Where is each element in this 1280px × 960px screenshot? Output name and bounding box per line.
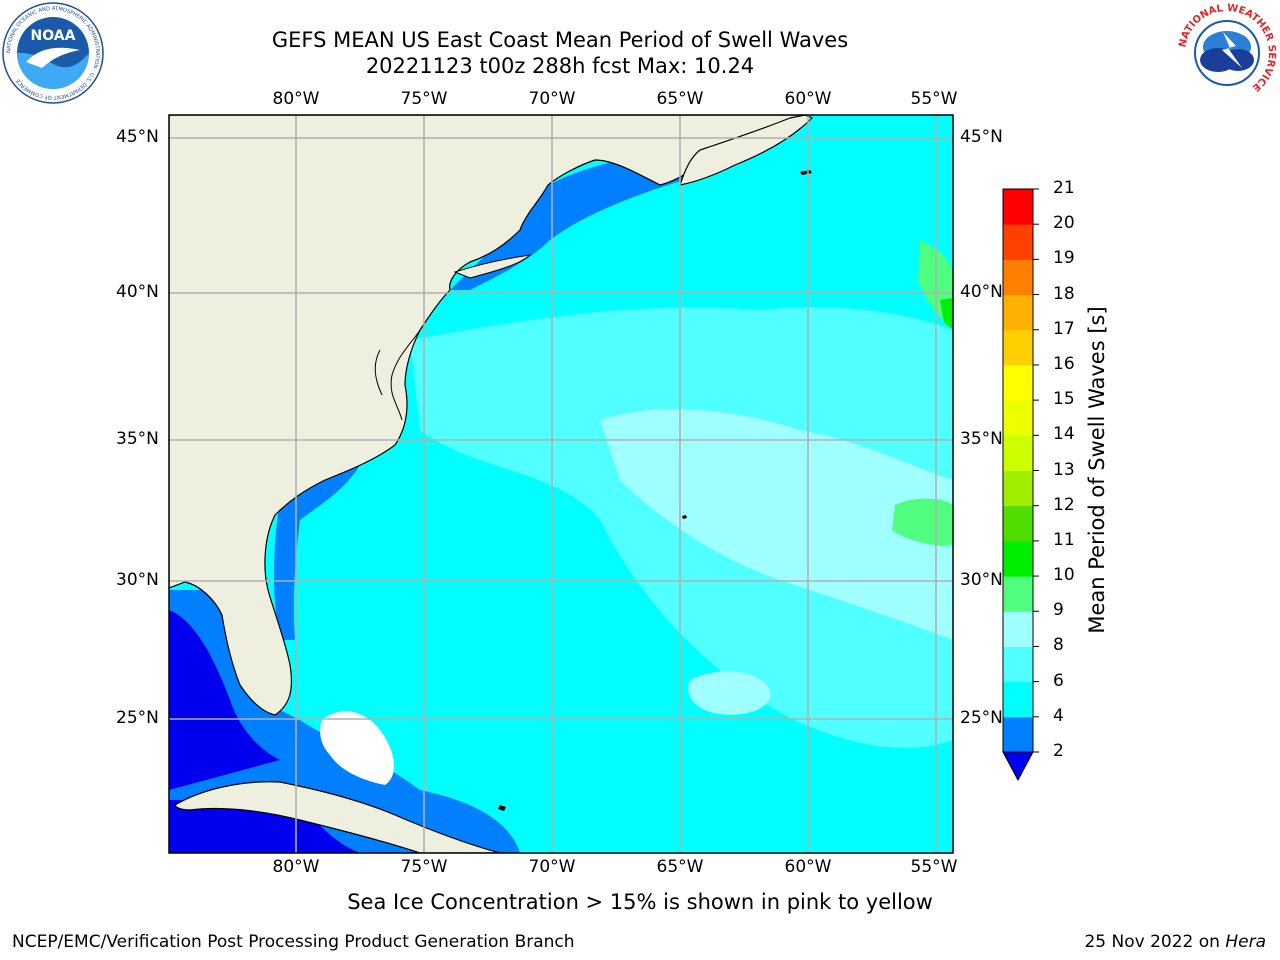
- footer-credit: NCEP/EMC/Verification Post Processing Pr…: [12, 932, 575, 952]
- lat-label-left: 25°N: [116, 708, 159, 728]
- lon-label-bottom: 75°W: [400, 857, 448, 877]
- colorbar-extend-triangle: [1002, 751, 1034, 782]
- colorbar-label: Mean Period of Swell Waves [s]: [1085, 306, 1109, 634]
- colorbar-tick-label: 6: [1053, 670, 1064, 691]
- lon-label-top: 80°W: [272, 89, 320, 109]
- lat-label-right: 30°N: [960, 570, 1003, 590]
- colorbar-band: [1003, 716, 1033, 753]
- colorbar-tick-label: 18: [1053, 283, 1075, 304]
- colorbar-band: [1003, 294, 1033, 331]
- land-north-america: [169, 115, 807, 716]
- colorbar-band: [1003, 540, 1033, 577]
- lat-label-left: 35°N: [116, 429, 159, 449]
- colorbar-tick-label: 13: [1053, 459, 1075, 480]
- colorbar-band: [1003, 576, 1033, 612]
- land-nova-scotia: [679, 115, 814, 186]
- colorbar-band: [1003, 646, 1033, 683]
- lon-label-top: 75°W: [400, 89, 448, 109]
- lat-label-left: 30°N: [116, 570, 159, 590]
- bahamas-banks: [320, 711, 395, 785]
- colorbar-band: [1003, 364, 1033, 401]
- lon-label-bottom: 70°W: [528, 857, 576, 877]
- sea-ice-note: Sea Ice Concentration > 15% is shown in …: [347, 890, 933, 914]
- colorbar-band: [1003, 329, 1033, 366]
- colorbar-band: [1003, 224, 1033, 260]
- colorbar-band: [1003, 435, 1033, 471]
- noaa-logo: NATIONAL OCEANIC AND ATMOSPHERIC ADMINIS…: [2, 2, 104, 104]
- lat-label-left: 40°N: [116, 282, 159, 302]
- footer-host: Hera: [1225, 932, 1266, 952]
- lon-label-bottom: 65°W: [656, 857, 704, 877]
- nws-logo: NATIONAL WEATHER SERVICE: [1177, 3, 1277, 103]
- colorbar-tick-label: 14: [1053, 424, 1075, 445]
- colorbar-band: [1003, 681, 1033, 718]
- lon-label-top: 60°W: [784, 89, 832, 109]
- colorbar-tick-label: 17: [1053, 318, 1075, 339]
- swell-4-6-band-ne: [450, 145, 700, 290]
- lon-label-bottom: 55°W: [910, 857, 958, 877]
- colorbar-tick-label: 16: [1053, 353, 1075, 374]
- swell-2-4-region-gulf: [169, 610, 280, 790]
- colorbar-tick-label: 12: [1053, 494, 1075, 515]
- swell-10-11-spot: [940, 298, 953, 330]
- swell-2-4-region-south: [169, 800, 360, 853]
- colorbar-tick-label: 19: [1053, 248, 1075, 269]
- island-turks: [498, 805, 506, 811]
- island-bermuda: [682, 515, 687, 519]
- lon-label-bottom: 80°W: [272, 857, 320, 877]
- swell-9-10-region-east: [892, 498, 953, 546]
- noaa-logo-text: NOAA: [31, 28, 76, 44]
- colorbar-tick-label: 11: [1053, 529, 1075, 550]
- colorbar-band: [1003, 611, 1033, 647]
- coast-chesapeake: [390, 329, 421, 421]
- lat-label-left: 45°N: [116, 127, 159, 147]
- lon-label-top: 70°W: [528, 89, 576, 109]
- colorbar-band: [1003, 470, 1033, 507]
- colorbar-tick-label: 8: [1053, 635, 1064, 656]
- lat-label-right: 35°N: [960, 429, 1003, 449]
- chart-subtitle: 20221123 t00z 288h fcst Max: 10.24: [365, 54, 755, 78]
- colorbar-tick-label: 21: [1053, 178, 1075, 198]
- island-sable: [800, 170, 812, 175]
- lat-label-right: 40°N: [960, 282, 1003, 302]
- lon-label-top: 65°W: [656, 89, 704, 109]
- colorbar-tick-label: 2: [1053, 741, 1064, 761]
- swell-8-9-region: [600, 409, 953, 640]
- colorbar-band: [1003, 400, 1033, 436]
- swell-8-9-region-south: [688, 671, 771, 715]
- lon-label-bottom: 60°W: [784, 857, 832, 877]
- colorbar-tick-label: 9: [1053, 600, 1064, 621]
- colorbar-band: [1003, 259, 1033, 296]
- colorbar-tick-label: 15: [1053, 389, 1075, 410]
- coast-inland-bay: [374, 349, 383, 396]
- colorbar-band: [1003, 189, 1033, 225]
- colorbar-band: [1003, 505, 1033, 542]
- map-frame: [168, 114, 954, 854]
- lon-label-top: 55°W: [910, 89, 958, 109]
- footer-date: 25 Nov 2022 on Hera: [1084, 932, 1266, 952]
- lat-label-right: 45°N: [960, 127, 1003, 147]
- colorbar-tick-label: 10: [1053, 565, 1075, 586]
- footer-date-text: 25 Nov 2022 on: [1084, 932, 1220, 952]
- land-long-island: [453, 254, 532, 279]
- colorbar-tick-label: 20: [1053, 213, 1075, 234]
- lat-label-right: 25°N: [960, 708, 1003, 728]
- graticule: [169, 115, 953, 853]
- chart-title: GEFS MEAN US East Coast Mean Period of S…: [271, 28, 849, 52]
- colorbar-tick-label: 4: [1053, 705, 1064, 726]
